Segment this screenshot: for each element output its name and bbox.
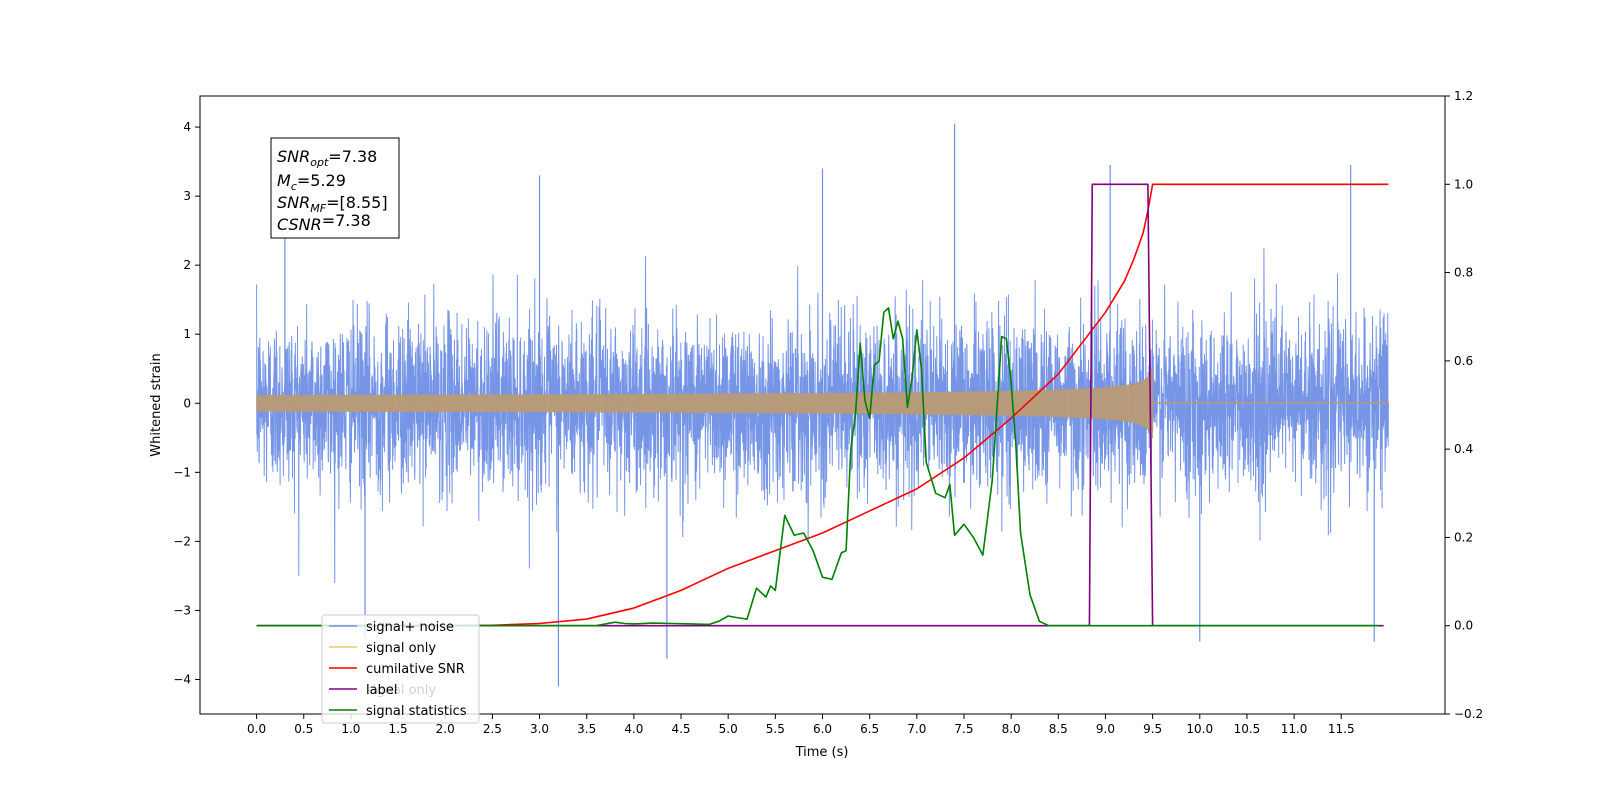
legend-label-label: label — [366, 683, 397, 698]
x-tick-label: 2.0 — [436, 722, 455, 736]
x-tick-label: 3.0 — [530, 722, 549, 736]
x-tick-label: 7.0 — [907, 722, 926, 736]
y-tick-label: −2 — [173, 534, 191, 548]
x-tick-label: 1.0 — [341, 722, 360, 736]
x-tick-label: 11.5 — [1328, 722, 1355, 736]
y-tick-label: 4 — [183, 120, 191, 134]
y-tick-label: 1 — [183, 327, 191, 341]
y-tick-label: −1 — [173, 465, 191, 479]
x-tick-label: 6.5 — [860, 722, 879, 736]
legend-entry-signal-statistics: signal statistics — [329, 704, 467, 719]
y2-tick-label: 1.2 — [1454, 89, 1473, 103]
annotation-line-3: SNRMF=[8.55] — [277, 193, 388, 215]
y2-tick-label: 0.8 — [1454, 266, 1473, 280]
x-tick-label: 5.5 — [766, 722, 785, 736]
annotation-line-1: SNRopt=7.38 — [277, 147, 377, 169]
y2-tick-label: 0.0 — [1454, 619, 1473, 633]
y2-tick-label: 1.0 — [1454, 177, 1473, 191]
y-axis-label: Whitened strain — [149, 353, 164, 456]
x-axis: 0.0 0.5 1.0 1.5 2.0 2.5 3.0 3.5 4.0 4.5 5.0 5.5 6.0 6… — [247, 714, 1355, 736]
x-tick-label: 4.5 — [671, 722, 690, 736]
x-tick-label: 10.0 — [1186, 722, 1213, 736]
annotation-line-4: CSNR=7.38 — [277, 211, 371, 234]
x-tick-label: 9.5 — [1143, 722, 1162, 736]
y2-tick-label: 0.2 — [1454, 530, 1473, 544]
series-line-cumilative-snr — [256, 183, 1389, 627]
x-tick-label: 7.5 — [954, 722, 973, 736]
x-tick-label: 4.0 — [624, 722, 643, 736]
y-tick-label: −4 — [173, 672, 191, 686]
y2-tick-label: −0.2 — [1454, 707, 1483, 721]
legend-entry-cumilative-snr: cumilative SNR — [329, 662, 465, 677]
x-tick-label: 11.0 — [1281, 722, 1308, 736]
annotation-box: SNRopt=7.38 Mc=5.29 SNRMF=[8.55] CSNR=7.… — [270, 137, 400, 239]
x-tick-label: 8.0 — [1002, 722, 1021, 736]
x-tick-label: 1.5 — [389, 722, 408, 736]
legend-frame — [321, 614, 480, 724]
x-tick-label: 10.5 — [1234, 722, 1261, 736]
y-axis-right: 1.2 1.0 0.8 0.6 0.4 0.2 0.0 −0.2 — [1445, 89, 1483, 721]
x-tick-label: 0.5 — [294, 722, 313, 736]
y2-tick-label: 0.4 — [1454, 442, 1473, 456]
y-tick-label: 2 — [183, 258, 191, 272]
legend-label-signal-statistics: signal statistics — [366, 704, 467, 719]
legend-entry-signal-noise: signal+ noise — [329, 620, 454, 635]
x-tick-label: 5.0 — [719, 722, 738, 736]
y-tick-label: −3 — [173, 603, 191, 617]
x-tick-label: 8.5 — [1049, 722, 1068, 736]
x-tick-label: 9.0 — [1096, 722, 1115, 736]
legend-label-signal-only: signal only — [366, 641, 436, 656]
legend-label-signal-noise: signal+ noise — [366, 620, 454, 635]
annotation-line-2: Mc=5.29 — [277, 171, 346, 193]
series-line-signal-statistics — [256, 307, 1379, 627]
legend-label-cumilative-snr: cumilative SNR — [366, 662, 465, 677]
legend-hidden-text: signal only — [366, 683, 436, 698]
x-tick-label: 0.0 — [247, 722, 266, 736]
x-tick-label: 2.5 — [483, 722, 502, 736]
y-axis-left: 4 3 2 1 0 −1 −2 −3 −4 — [173, 120, 200, 686]
plot-area — [256, 123, 1389, 687]
x-axis-label: Time (s) — [795, 745, 849, 760]
y-tick-label: 3 — [183, 189, 191, 203]
x-tick-label: 3.5 — [577, 722, 596, 736]
legend-entry-label: label — [329, 683, 397, 698]
y2-tick-label: 0.6 — [1454, 354, 1473, 368]
legend-entry-signal-only: signal only — [329, 641, 436, 656]
y-tick-label: 0 — [183, 396, 191, 410]
x-tick-label: 6.0 — [813, 722, 832, 736]
legend: signal only signal+ noise signal only cu… — [321, 614, 480, 724]
